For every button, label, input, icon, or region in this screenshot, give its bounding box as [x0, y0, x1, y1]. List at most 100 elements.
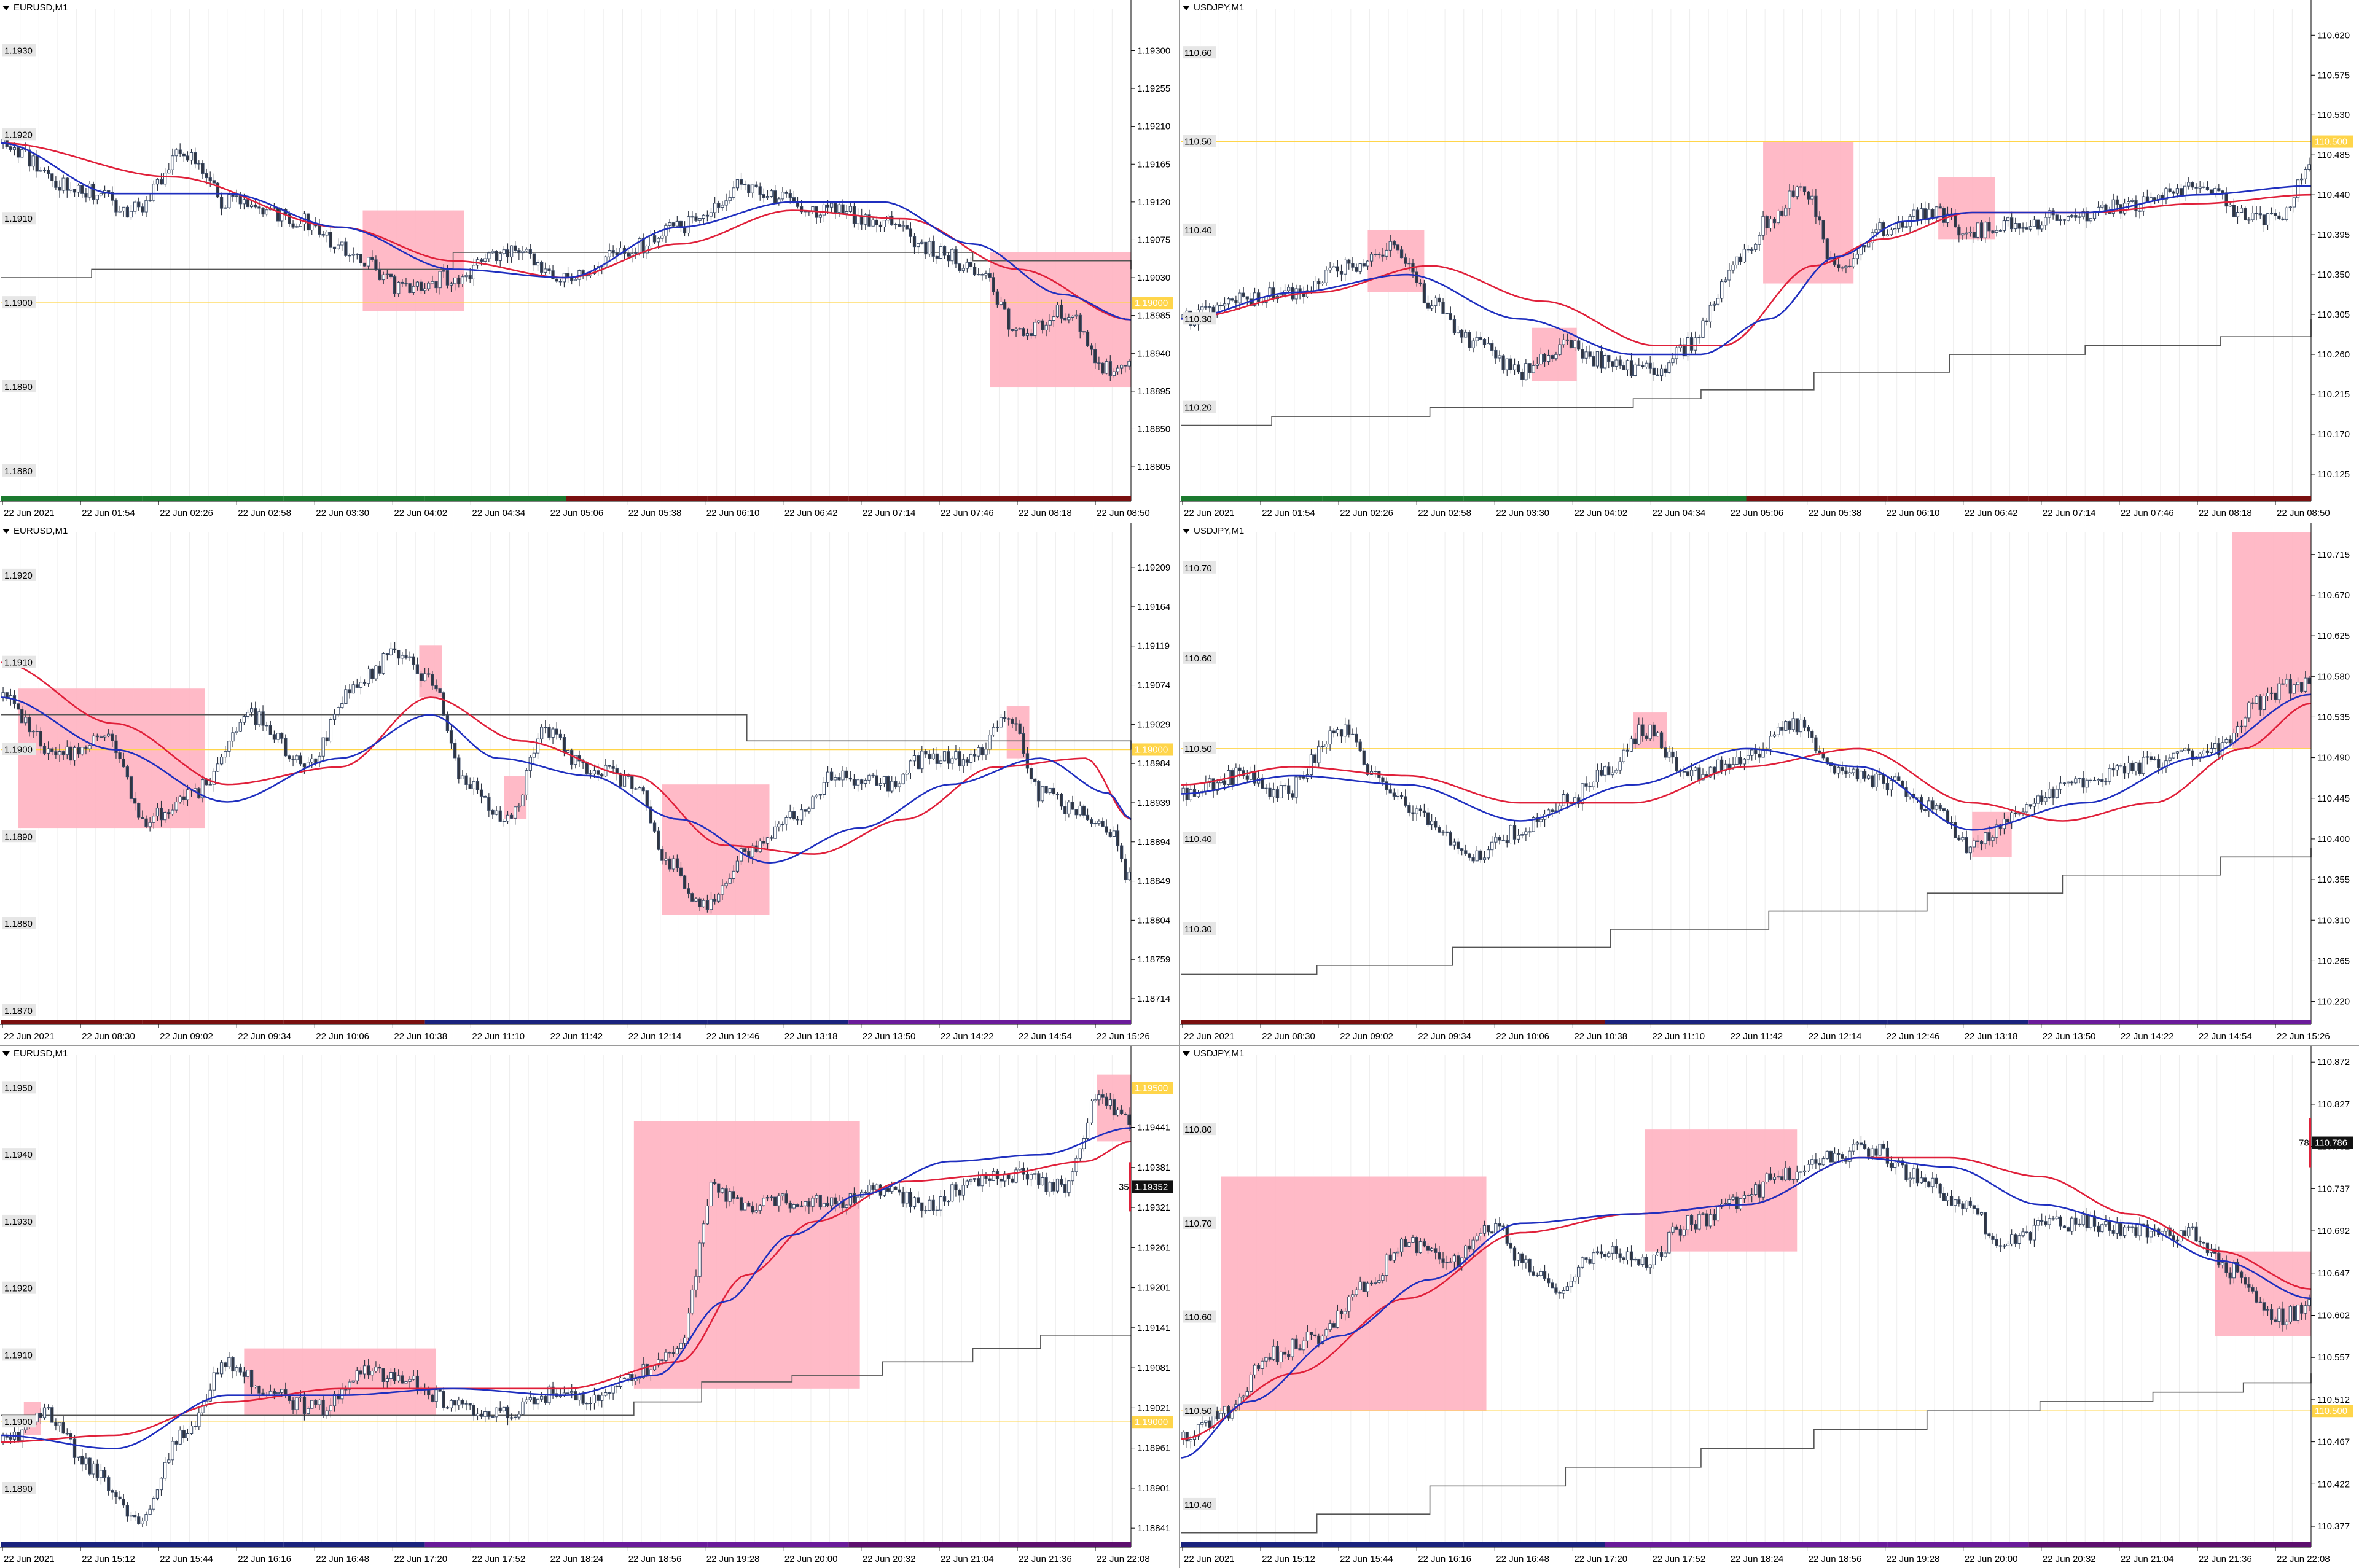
candle-body — [340, 703, 344, 708]
candle-body — [958, 263, 961, 271]
candle-body — [72, 189, 77, 193]
candle-body — [2149, 1231, 2153, 1238]
candle-body — [2209, 189, 2213, 195]
candle-body — [378, 1367, 381, 1369]
candle-body — [310, 1400, 314, 1409]
candle-body — [2296, 179, 2300, 198]
chart-title[interactable]: EURUSD,M1 — [2, 2, 68, 13]
candle-body — [408, 283, 412, 293]
chart-menu-triangle-icon[interactable] — [1183, 1051, 1190, 1057]
price-tick-label: 1.18850 — [1137, 424, 1170, 434]
chart-panel-usdjpy-2[interactable]: 110.70 110.60 110.50 110.40 110.30 110.715 110… — [1180, 523, 2359, 1045]
candle-body — [1882, 1144, 1885, 1149]
chart-title[interactable]: USDJPY,M1 — [1183, 526, 1244, 536]
candle-body — [1735, 256, 1739, 265]
chart-canvas[interactable]: 110.60110.50110.40110.30110.20110.620110… — [1180, 0, 2359, 522]
session-color-bar — [848, 1542, 990, 1547]
chart-panel-eurusd-2[interactable]: 1.1920 1.1910 1.1900 1.1890 1.1880 1.1870 1.19… — [0, 523, 1179, 1045]
candle-body — [449, 283, 453, 286]
chart-menu-triangle-icon[interactable] — [2, 529, 10, 534]
chart-canvas[interactable]: 110.80110.70110.60110.50110.40110.872110… — [1180, 1046, 2359, 1568]
candle-body — [302, 1396, 307, 1414]
candle-body — [818, 1195, 822, 1207]
level-price-tag: 110.500 — [2312, 1405, 2353, 1418]
candle-body — [751, 845, 754, 857]
candle-body — [1528, 363, 1532, 373]
candle-body — [1614, 770, 1618, 773]
chart-panel-usdjpy-3[interactable]: 110.80 110.70 110.60 110.50 110.40 110.872 110… — [1180, 1046, 2359, 1568]
candle-body — [604, 1392, 608, 1396]
candle-body — [1863, 245, 1867, 248]
chart-panel-eurusd-1[interactable]: 1.1930 1.1920 1.1910 1.1900 1.1890 1.1880 1.19… — [0, 0, 1179, 522]
candle-body — [152, 816, 155, 823]
candle-body — [111, 733, 114, 741]
price-tick-label: 1.18849 — [1137, 876, 1170, 887]
candle-body — [1742, 1195, 1747, 1199]
candle-body — [935, 1209, 939, 1211]
candle-body — [1592, 1252, 1595, 1264]
highlight-zone — [2232, 532, 2311, 749]
candle-body — [1242, 770, 1245, 776]
candle-body — [1614, 1246, 1618, 1254]
candle-body — [1987, 1233, 1991, 1236]
candle-body — [194, 788, 197, 791]
candle-body — [137, 1516, 141, 1524]
chart-menu-triangle-icon[interactable] — [1183, 529, 1190, 534]
candle-body — [1584, 351, 1588, 359]
candle-body — [551, 270, 555, 279]
candle-body — [208, 784, 212, 786]
time-tick-label: 22 Jun 2021 — [4, 1031, 55, 1042]
candle-body — [1852, 1144, 1855, 1152]
candle-body — [992, 1171, 995, 1181]
chart-canvas[interactable]: 1.19301.19201.19101.19001.18901.18801.19… — [0, 0, 1179, 522]
candle-body — [125, 1505, 130, 1517]
candle-body — [1052, 787, 1055, 795]
candle-body — [1249, 1374, 1253, 1392]
candle-body — [144, 818, 148, 827]
chart-title[interactable]: EURUSD,M1 — [2, 526, 68, 536]
candle-body — [784, 1193, 788, 1204]
session-color-bar — [2028, 1542, 2170, 1547]
chart-menu-triangle-icon[interactable] — [1183, 6, 1190, 11]
chart-menu-triangle-icon[interactable] — [2, 1051, 10, 1057]
chart-menu-triangle-icon[interactable] — [2, 6, 10, 11]
candle-body — [1366, 260, 1370, 267]
chart-title[interactable]: USDJPY,M1 — [1183, 1048, 1244, 1059]
chart-canvas[interactable]: 110.70110.60110.50110.40110.30110.715110… — [1180, 523, 2359, 1045]
candle-body — [1108, 832, 1112, 837]
candle-body — [280, 1389, 284, 1393]
candle-body — [362, 1365, 367, 1375]
left-price-label-bg — [1183, 1404, 1216, 1417]
chart-panel-eurusd-3[interactable]: 1.1950 1.1940 1.1930 1.1920 1.1910 1.1900 1.18… — [0, 1046, 1179, 1568]
chart-title[interactable]: EURUSD,M1 — [2, 1048, 68, 1059]
candle-body — [457, 277, 461, 284]
candle-body — [125, 206, 130, 218]
time-tick-label: 22 Jun 01:54 — [1262, 508, 1315, 518]
chart-panel-usdjpy-1[interactable]: 110.60 110.50 110.40 110.30 110.20 110.620 110… — [1180, 0, 2359, 522]
candle-body — [1071, 1171, 1074, 1182]
panel-separator[interactable] — [0, 1045, 2359, 1046]
candle-body — [1995, 824, 1998, 838]
left-price-label: 110.60 — [1183, 1310, 1216, 1323]
candle-body — [540, 262, 544, 273]
candle-body — [1048, 1182, 1052, 1192]
chart-canvas[interactable]: 1.19201.19101.19001.18901.18801.18701.19… — [0, 523, 1179, 1045]
candle-body — [886, 776, 890, 792]
candle-body — [924, 241, 928, 255]
candle-body — [735, 860, 740, 872]
candle-body — [1554, 354, 1558, 359]
chart-canvas[interactable]: 1.19501.19401.19301.19201.19101.19001.18… — [0, 1046, 1179, 1568]
candle-body — [332, 714, 337, 720]
candle-body — [2081, 211, 2085, 217]
candle-body — [1592, 356, 1595, 367]
candle-body — [423, 288, 427, 291]
candle-body — [16, 703, 20, 710]
candle-body — [1399, 795, 1404, 797]
candle-body — [1516, 835, 1520, 840]
candle-body — [1374, 254, 1377, 255]
candle-body — [1071, 316, 1074, 318]
candle-body — [137, 803, 141, 818]
time-tick-label: 22 Jun 21:36 — [2199, 1554, 2252, 1564]
chart-title[interactable]: USDJPY,M1 — [1183, 2, 1244, 13]
left-price-label-bg — [2, 1348, 36, 1361]
